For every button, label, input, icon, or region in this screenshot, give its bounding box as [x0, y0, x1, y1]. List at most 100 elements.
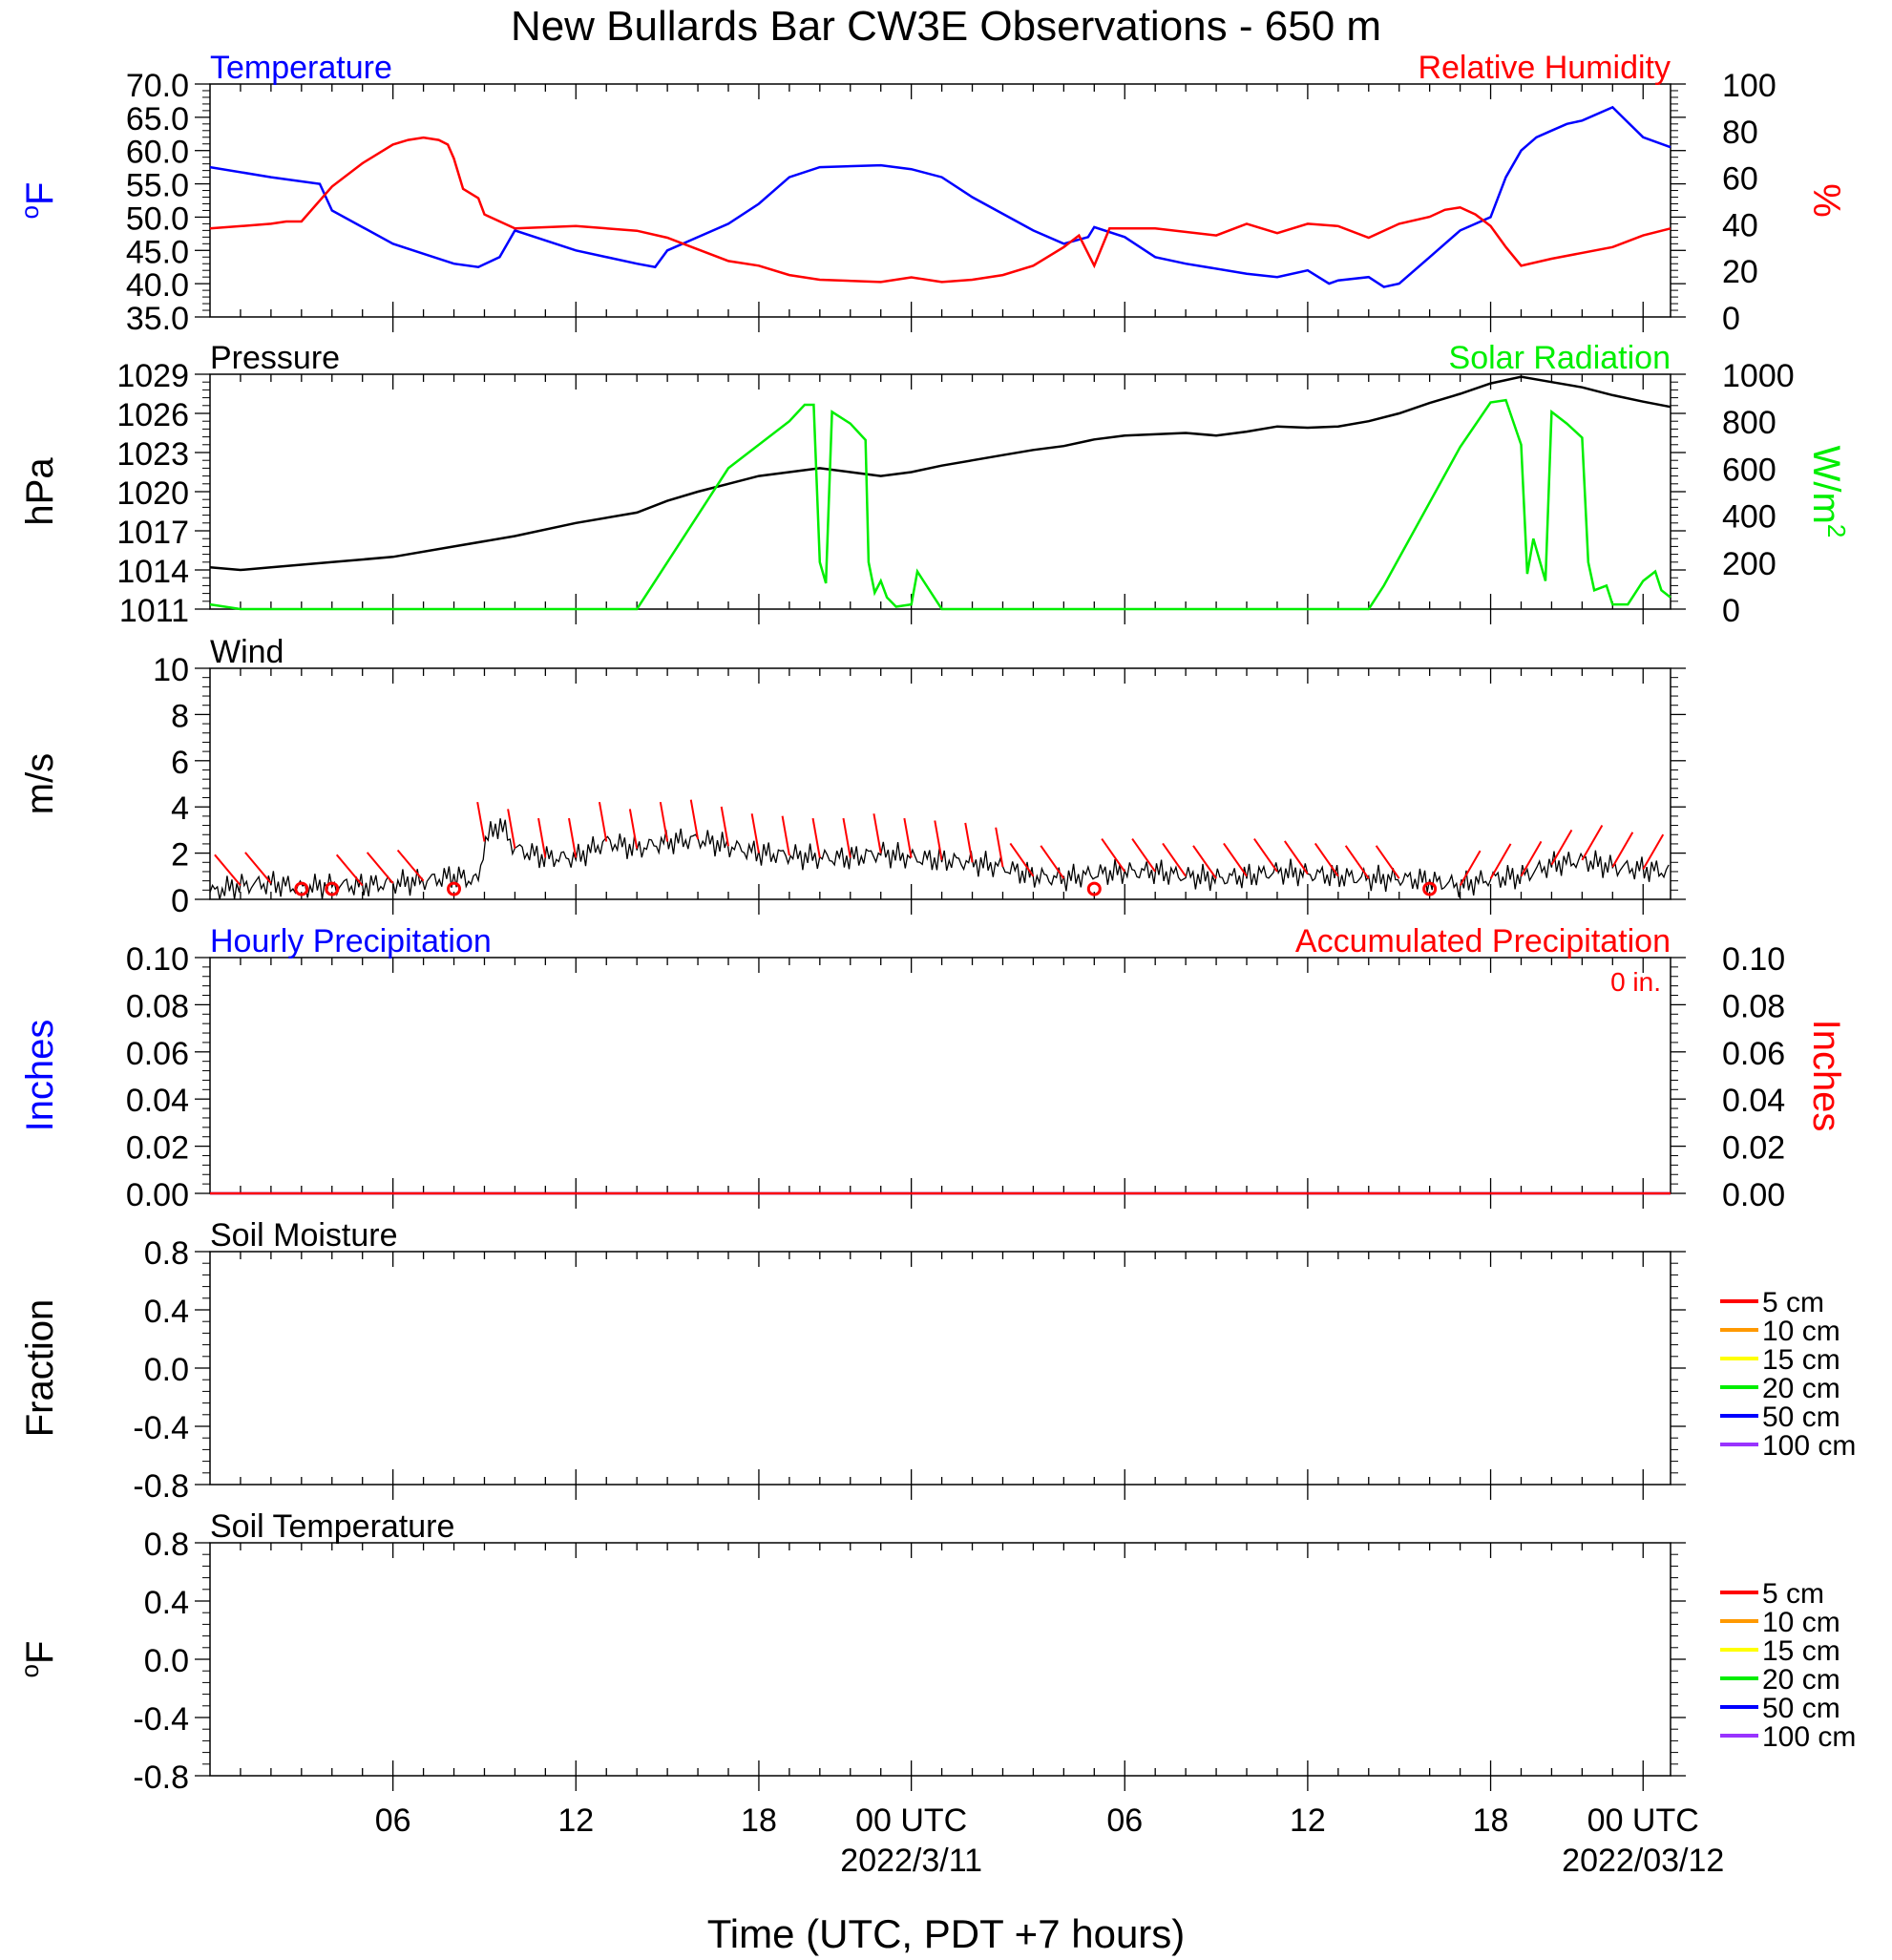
series-line-1: [209, 818, 1670, 900]
panel-4: 0.10 0.08 0.06 0.04 0.02 0.00 0.10 0.08 0.06 0.04…: [19, 923, 1847, 1213]
y-right-tick-label: 0.02: [1722, 1130, 1785, 1167]
y-tick-label: 45.0: [126, 234, 189, 270]
y-tick-label: 0.00: [126, 1177, 189, 1213]
x-axis-labels: 06 12 18 00 UTC 2022/3/11 06 12 18 00 UTC 2022/03…: [375, 1802, 1725, 1879]
y-right-tick-label: 0.00: [1722, 1177, 1785, 1213]
legend-label: 15 cm: [1762, 1344, 1840, 1376]
y-tick-label: 0.04: [126, 1083, 189, 1119]
wind-barb: [1581, 824, 1604, 861]
y-tick-label: 0.06: [126, 1036, 189, 1072]
y-tick-label: 10: [153, 652, 189, 688]
y-axis-label: oF: [15, 182, 61, 220]
wind-barb: [1131, 837, 1157, 873]
y-right-tick-label: 0.06: [1722, 1036, 1785, 1072]
y-tick-label: 0.8: [144, 1235, 189, 1272]
wind-barb: [1375, 845, 1400, 879]
y-right-tick-label: 0.04: [1722, 1083, 1785, 1119]
wind-barb: [1101, 837, 1126, 873]
series-line-2: [209, 398, 1671, 611]
y-tick-label: -0.4: [133, 1410, 189, 1446]
wind-barb: [568, 817, 578, 858]
y-tick-label: 50.0: [126, 200, 189, 237]
x-tick-label: 00 UTC: [1587, 1802, 1699, 1839]
wind-barb: [750, 813, 760, 854]
y-right-tick-label: 0.08: [1722, 988, 1785, 1024]
wind-barb: [507, 809, 516, 849]
series-line-1: [209, 105, 1671, 288]
wind-barb: [1314, 842, 1339, 877]
y-tick-label: 70.0: [126, 68, 189, 104]
y-tick-label: 0.02: [126, 1130, 189, 1167]
y-axis-label: oF: [15, 1641, 61, 1678]
legend-label: 100 cm: [1762, 1430, 1856, 1462]
x-tick-label: 12: [557, 1802, 594, 1839]
wind-barb: [811, 817, 821, 858]
wind-barb: [1550, 829, 1573, 866]
panel-left-title: Wind: [210, 634, 284, 670]
y-tick-label: 0.08: [126, 988, 189, 1024]
calm-marker: [325, 881, 340, 896]
y-tick-label: 1026: [116, 397, 189, 433]
legend-label: 50 cm: [1762, 1693, 1840, 1724]
accum-total-label: 0 in.: [1610, 967, 1661, 997]
panel-left-title: Temperature: [210, 50, 392, 86]
x-tick-label: 00 UTC: [855, 1802, 967, 1839]
y-axis-label: m/s: [19, 753, 61, 814]
panel-left-title: Hourly Precipitation: [210, 923, 492, 959]
y-right-tick-label: 60: [1722, 161, 1758, 198]
legend-label: 5 cm: [1762, 1578, 1824, 1610]
y-right-tick-label: 100: [1722, 68, 1776, 104]
legend-label: 10 cm: [1762, 1316, 1840, 1347]
y-right-tick-label: 400: [1722, 499, 1776, 536]
y-right-axis-label: W/m2: [1805, 446, 1851, 538]
panel-3: 10 8 6 4 2 0 Wind m/s: [19, 634, 1686, 919]
y-tick-label: 0.0: [144, 1643, 189, 1679]
calm-marker: [447, 881, 462, 896]
panel-right-title: Accumulated Precipitation: [1295, 923, 1671, 959]
legend-label: 10 cm: [1762, 1607, 1840, 1638]
y-right-tick-label: 0: [1722, 593, 1740, 629]
x-tick-label: 06: [1106, 1802, 1143, 1839]
wind-barb: [903, 817, 913, 858]
y-tick-label: 4: [171, 790, 189, 827]
wind-barb: [1040, 845, 1065, 879]
panel-left-title: Soil Moisture: [210, 1217, 398, 1254]
y-right-axis-label: Inches: [1805, 1020, 1847, 1132]
panel-right-title: Solar Radiation: [1449, 340, 1671, 376]
wind-barb: [1162, 842, 1187, 877]
y-tick-label: 8: [171, 698, 189, 734]
plot-frame: [209, 667, 1671, 900]
x-tick-label: 06: [375, 1802, 411, 1839]
legend-label: 20 cm: [1762, 1664, 1840, 1696]
calm-marker: [1086, 881, 1102, 896]
wind-barb: [366, 852, 394, 884]
y-axis-label: hPa: [19, 457, 61, 526]
wind-barb: [396, 849, 425, 882]
y-axis-label: Inches: [19, 1020, 61, 1132]
wind-barb: [872, 813, 882, 854]
wind-barb: [964, 822, 974, 863]
wind-barb: [1611, 832, 1634, 868]
panel-right-title: Relative Humidity: [1418, 50, 1671, 86]
x-tick-date: 2022/3/11: [840, 1843, 982, 1879]
wind-barb: [598, 801, 608, 842]
y-right-tick-label: 0.10: [1722, 941, 1785, 978]
y-right-tick-label: 800: [1722, 405, 1776, 441]
y-tick-label: 0.8: [144, 1527, 189, 1563]
series-line-1: [209, 375, 1671, 572]
wind-barb: [781, 815, 790, 856]
wind-barb: [1642, 833, 1665, 871]
y-right-axis-label: %: [1805, 183, 1847, 218]
y-right-tick-label: 200: [1722, 546, 1776, 582]
wind-barb: [1253, 837, 1278, 873]
x-tick-label: 12: [1290, 1802, 1326, 1839]
panel-left-title: Pressure: [210, 340, 340, 376]
wind-barb: [1459, 850, 1482, 886]
wind-barb: [244, 852, 272, 884]
y-right-tick-label: 80: [1722, 115, 1758, 151]
wind-barb: [659, 801, 669, 842]
y-tick-label: 1020: [116, 475, 189, 512]
